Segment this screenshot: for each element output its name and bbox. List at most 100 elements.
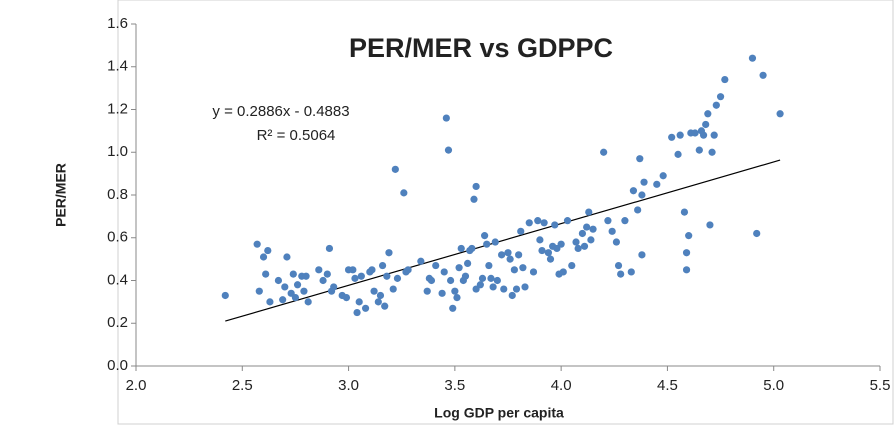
point: [489, 283, 497, 291]
point: [653, 180, 661, 188]
point: [680, 208, 689, 216]
point: [508, 291, 516, 300]
point: [491, 238, 499, 246]
point: [464, 259, 472, 267]
point: [525, 219, 533, 227]
point: [455, 264, 463, 272]
point: [699, 131, 708, 139]
point: [572, 238, 580, 246]
y-tick-label: 0.6: [107, 229, 128, 246]
y-tick-label: 1.2: [107, 100, 128, 117]
point: [519, 264, 527, 272]
point: [478, 274, 487, 282]
point: [289, 270, 297, 278]
point: [442, 114, 450, 122]
point: [551, 221, 559, 229]
point: [534, 217, 542, 225]
point: [621, 217, 629, 225]
point: [659, 172, 667, 180]
point: [304, 298, 312, 306]
point: [274, 276, 283, 285]
point: [374, 298, 382, 306]
y-tick-label: 0.0: [107, 357, 128, 374]
point: [600, 148, 608, 156]
point: [716, 93, 725, 101]
point: [279, 296, 287, 304]
point: [536, 236, 544, 244]
point: [704, 110, 712, 118]
x-tick-label: 2.0: [126, 377, 147, 394]
point: [357, 272, 365, 280]
y-tick-label: 1.0: [107, 143, 128, 160]
point: [383, 272, 391, 280]
point: [753, 229, 761, 238]
point: [557, 240, 565, 248]
point: [266, 298, 274, 306]
point: [447, 276, 455, 285]
point: [389, 285, 397, 293]
point: [612, 238, 621, 246]
point: [506, 255, 514, 263]
point: [614, 261, 623, 270]
chart-frame: [117, 0, 894, 425]
point: [544, 249, 552, 257]
x-tick-label: 3.5: [444, 377, 465, 394]
point: [302, 272, 310, 280]
point: [529, 268, 538, 276]
point: [323, 270, 331, 278]
chart-title: PER/MER vs GDPPC: [349, 33, 613, 63]
point: [432, 261, 440, 270]
point: [578, 229, 587, 238]
point: [563, 217, 572, 225]
point: [476, 281, 484, 289]
point: [676, 131, 684, 139]
point: [702, 120, 710, 129]
point: [617, 270, 625, 278]
point: [461, 272, 470, 280]
point: [640, 178, 648, 186]
point: [546, 255, 555, 263]
point: [423, 287, 431, 295]
point: [378, 261, 387, 270]
point: [710, 131, 718, 139]
point: [638, 191, 646, 199]
point: [451, 287, 459, 295]
point: [485, 261, 493, 270]
trendline: [225, 159, 781, 322]
point: [629, 187, 638, 195]
point: [691, 129, 699, 137]
point: [342, 294, 351, 302]
point: [708, 148, 716, 156]
r-squared: R² = 0.5064: [257, 127, 336, 144]
point: [325, 244, 334, 253]
point: [393, 274, 402, 282]
point: [674, 150, 682, 158]
point: [400, 189, 408, 197]
point: [438, 289, 446, 297]
point: [385, 249, 393, 257]
point: [695, 146, 703, 154]
point: [706, 221, 714, 229]
point: [627, 268, 635, 276]
point: [585, 208, 593, 216]
point: [444, 146, 453, 154]
y-tick-label: 0.2: [107, 314, 128, 331]
point: [759, 71, 767, 79]
point: [470, 195, 478, 203]
point: [319, 276, 327, 285]
x-tick-label: 5.0: [763, 377, 784, 394]
point: [264, 246, 272, 255]
point: [370, 287, 378, 295]
point: [330, 283, 338, 291]
point: [262, 270, 270, 278]
point: [487, 274, 495, 282]
point: [583, 223, 591, 231]
point: [427, 276, 436, 285]
x-tick-label: 3.0: [338, 377, 359, 394]
point: [453, 294, 461, 302]
point: [638, 251, 646, 259]
point: [349, 266, 357, 274]
point: [376, 291, 385, 300]
point: [283, 253, 291, 261]
point: [587, 236, 595, 244]
